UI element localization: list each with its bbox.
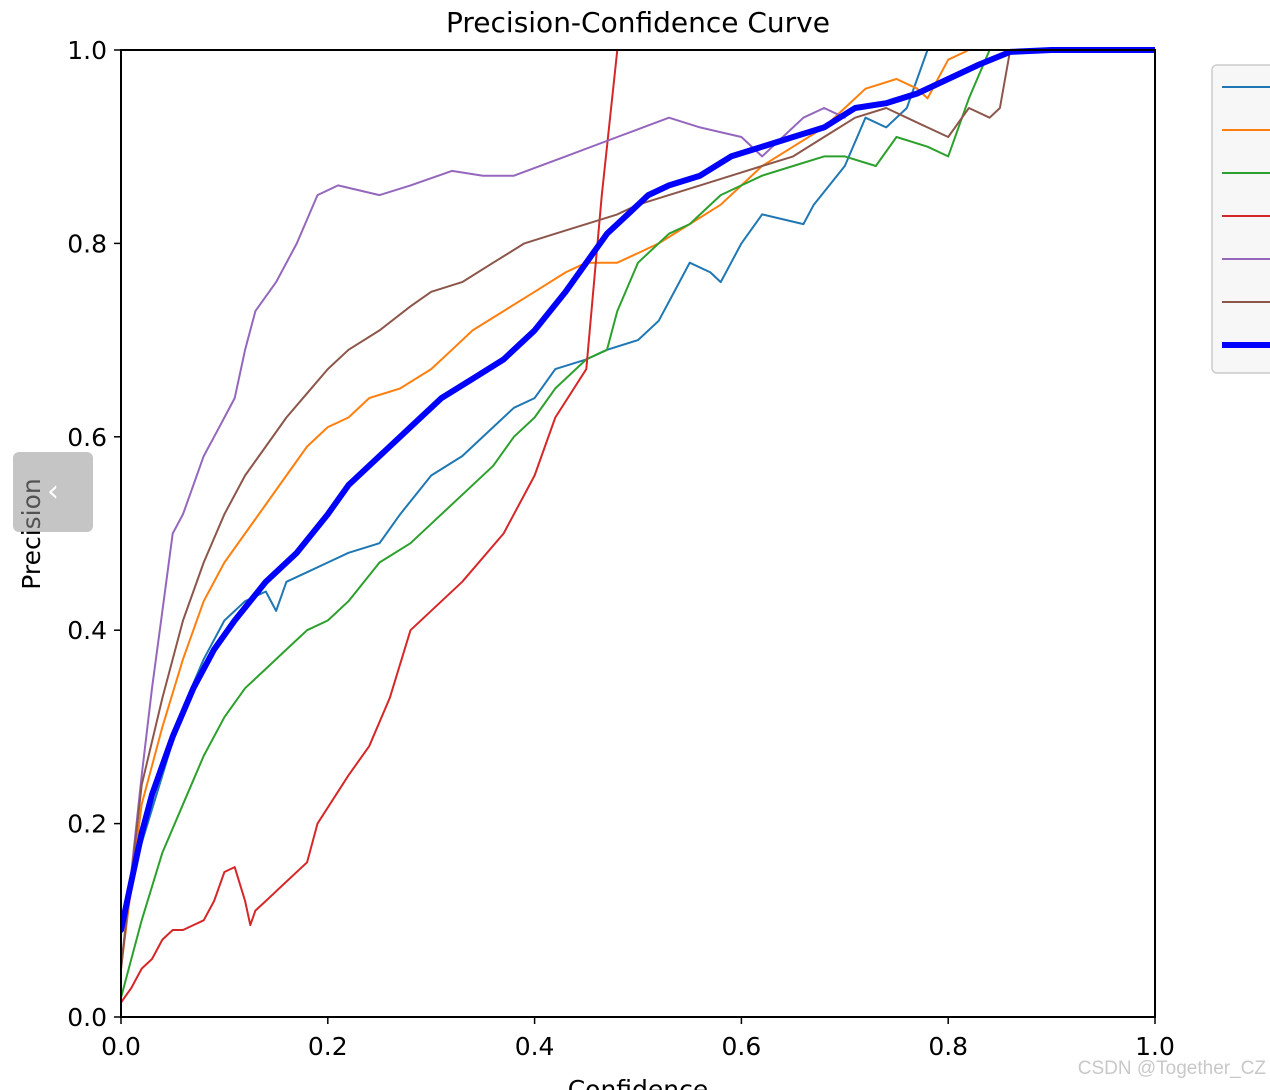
series-layer (121, 47, 1155, 1004)
x-axis-label: Confidence (568, 1075, 709, 1090)
series-line-2 (121, 49, 1155, 970)
series-line-5 (121, 107, 846, 970)
legend-box (1211, 64, 1270, 374)
series-line-1 (121, 49, 1155, 922)
x-tick-label: 0.8 (928, 1032, 968, 1061)
y-axis: 0.0 0.2 0.4 0.6 0.8 1.0 (67, 36, 121, 1032)
y-tick-label: 0.8 (67, 229, 107, 258)
y-tick-label: 0.4 (67, 616, 107, 645)
series-line-4 (121, 49, 619, 1004)
chart-title: Precision-Confidence Curve (446, 6, 830, 39)
watermark: CSDN @Together_CZ (1077, 1058, 1266, 1079)
y-tick-label: 0.2 (67, 810, 107, 839)
y-tick-label: 1.0 (67, 36, 107, 65)
x-tick-label: 0.6 (722, 1032, 762, 1061)
series-line-3 (121, 49, 1155, 999)
back-button[interactable]: ‹ (13, 452, 93, 532)
plot-frame (120, 49, 1156, 1018)
y-tick-label: 0.0 (67, 1003, 107, 1032)
x-tick-label: 0.4 (515, 1032, 555, 1061)
y-tick-label: 0.6 (67, 423, 107, 452)
x-tick-label: 0.0 (101, 1032, 141, 1061)
series-line-6 (121, 49, 1155, 970)
x-tick-label: 0.2 (308, 1032, 348, 1061)
legend (1211, 64, 1270, 374)
x-axis: 0.0 0.2 0.4 0.6 0.8 1.0 (101, 1017, 1175, 1061)
x-tick-label: 1.0 (1135, 1032, 1175, 1061)
chevron-left-icon: ‹ (47, 474, 59, 509)
series-line-7 (121, 47, 1155, 933)
